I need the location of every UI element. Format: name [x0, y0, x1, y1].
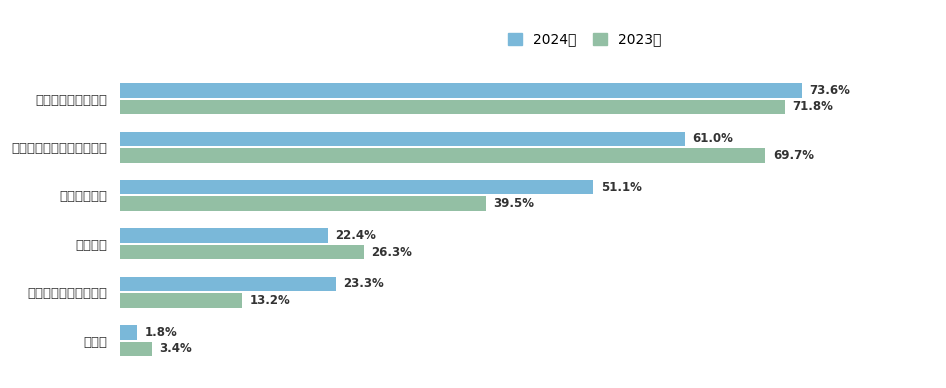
Text: 61.0%: 61.0% [692, 132, 733, 146]
Bar [120, 180, 593, 194]
Bar [120, 229, 327, 243]
Text: 1.8%: 1.8% [145, 326, 177, 339]
Bar [120, 245, 364, 259]
Text: 3.4%: 3.4% [159, 342, 192, 355]
Text: 71.8%: 71.8% [793, 100, 833, 113]
Text: 23.3%: 23.3% [343, 277, 384, 291]
Bar [120, 83, 801, 98]
Bar [120, 293, 242, 308]
Bar [120, 132, 685, 146]
Text: 73.6%: 73.6% [809, 84, 850, 97]
Text: 51.1%: 51.1% [601, 181, 641, 194]
Text: 39.5%: 39.5% [494, 197, 534, 210]
Bar [120, 325, 137, 340]
Bar [120, 100, 785, 114]
Text: 13.2%: 13.2% [250, 294, 290, 307]
Text: 69.7%: 69.7% [773, 149, 814, 162]
Legend: 2024年, 2023年: 2024年, 2023年 [503, 28, 665, 51]
Bar [120, 148, 765, 163]
Bar [120, 277, 336, 291]
Bar [120, 196, 486, 211]
Text: 26.3%: 26.3% [371, 246, 412, 258]
Bar [120, 341, 151, 356]
Text: 22.4%: 22.4% [335, 229, 376, 242]
